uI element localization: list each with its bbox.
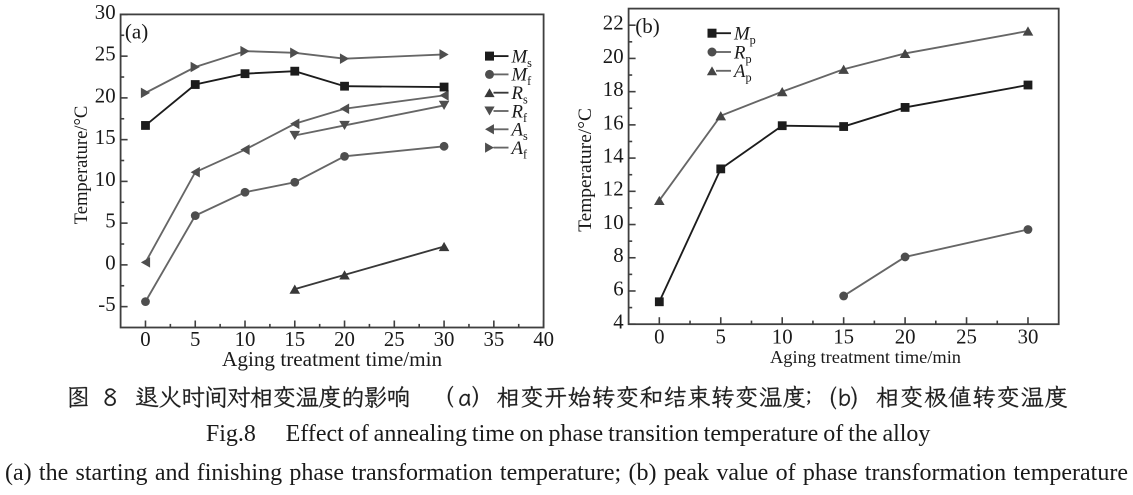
svg-text:30: 30 bbox=[434, 328, 455, 351]
svg-text:Temperature/°C: Temperature/°C bbox=[71, 106, 92, 225]
svg-text:Aging treatment time/min: Aging treatment time/min bbox=[222, 347, 442, 371]
svg-text:10: 10 bbox=[95, 168, 116, 191]
svg-text:0: 0 bbox=[654, 326, 664, 349]
svg-text:6: 6 bbox=[613, 277, 623, 300]
svg-text:(a): (a) bbox=[125, 20, 148, 44]
svg-text:8: 8 bbox=[613, 244, 623, 267]
svg-text:Aging treatment time/min: Aging treatment time/min bbox=[770, 347, 961, 367]
svg-text:15: 15 bbox=[284, 328, 305, 351]
svg-text:12: 12 bbox=[603, 178, 624, 201]
svg-text:20: 20 bbox=[895, 326, 916, 349]
svg-text:16: 16 bbox=[603, 111, 624, 134]
svg-text:5: 5 bbox=[190, 328, 200, 351]
svg-text:15: 15 bbox=[95, 126, 116, 149]
svg-text:(a) the starting and finishing: (a) the starting and finishing phase tra… bbox=[5, 460, 1128, 486]
svg-text:20: 20 bbox=[95, 84, 116, 107]
svg-text:-5: -5 bbox=[98, 293, 115, 316]
svg-text:5: 5 bbox=[716, 326, 726, 349]
svg-text:(b): (b) bbox=[635, 14, 660, 38]
svg-text:4: 4 bbox=[613, 311, 624, 334]
svg-text:14: 14 bbox=[603, 144, 624, 167]
svg-text:Temperature/°C: Temperature/°C bbox=[575, 108, 596, 232]
svg-text:18: 18 bbox=[603, 78, 624, 101]
svg-text:10: 10 bbox=[772, 326, 793, 349]
svg-text:40: 40 bbox=[533, 328, 554, 351]
svg-text:20: 20 bbox=[334, 328, 355, 351]
svg-text:25: 25 bbox=[95, 43, 116, 66]
svg-text:25: 25 bbox=[384, 328, 405, 351]
svg-text:Ms: Ms bbox=[511, 46, 533, 70]
svg-text:25: 25 bbox=[956, 326, 977, 349]
svg-text:0: 0 bbox=[140, 328, 150, 351]
svg-text:5: 5 bbox=[105, 210, 115, 233]
svg-text:22: 22 bbox=[603, 12, 624, 35]
svg-text:20: 20 bbox=[603, 45, 624, 68]
svg-text:35: 35 bbox=[483, 328, 504, 351]
svg-text:Mf: Mf bbox=[511, 65, 533, 89]
svg-text:0: 0 bbox=[105, 251, 115, 274]
svg-text:15: 15 bbox=[833, 326, 854, 349]
svg-text:10: 10 bbox=[235, 328, 256, 351]
svg-text:10: 10 bbox=[603, 211, 624, 234]
svg-text:30: 30 bbox=[95, 1, 116, 24]
svg-text:30: 30 bbox=[1018, 326, 1039, 349]
